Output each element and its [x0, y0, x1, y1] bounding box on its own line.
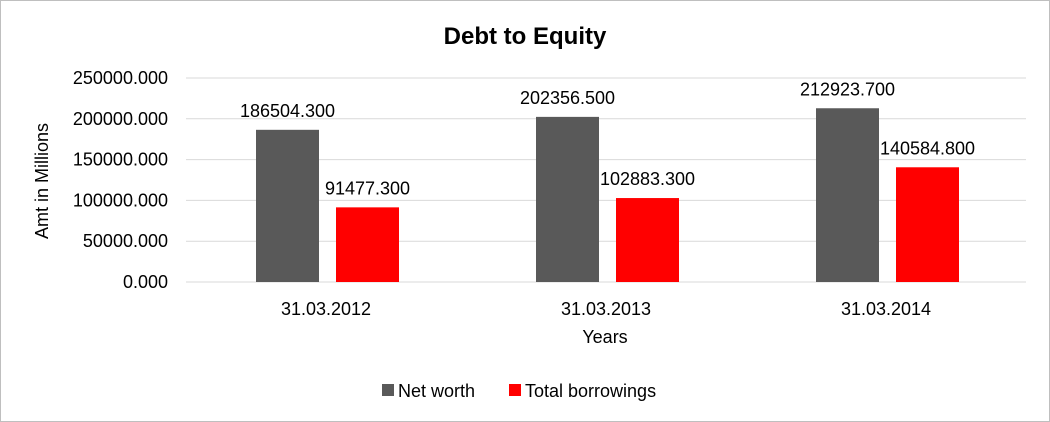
bar-net-worth: [256, 129, 319, 282]
chart-title: Debt to Equity: [444, 23, 607, 50]
data-label: 202356.500: [520, 88, 615, 108]
data-label: 140584.800: [880, 138, 975, 158]
bar-net-worth: [536, 116, 599, 282]
y-tick-label: 100000.000: [73, 190, 168, 210]
x-axis-label: Years: [582, 327, 627, 347]
bar-total-borrowings: [336, 207, 399, 282]
data-label: 91477.300: [325, 178, 410, 198]
legend-swatch: [382, 384, 394, 396]
x-tick-label: 31.03.2013: [561, 299, 651, 319]
y-tick-label: 250000.000: [73, 68, 168, 88]
legend-label: Total borrowings: [525, 381, 656, 401]
data-labels: 186504.300 91477.300 202356.500 102883.300 2…: [240, 79, 975, 198]
legend-label: Net worth: [398, 381, 475, 401]
y-axis-ticks: 0.000 50000.000 100000.000 150000.000 200000…: [73, 68, 168, 292]
data-label: 186504.300: [240, 101, 335, 121]
legend-swatch: [509, 384, 521, 396]
bar-net-worth: [816, 108, 879, 282]
y-tick-label: 200000.000: [73, 109, 168, 129]
y-tick-label: 0.000: [123, 272, 168, 292]
bar-total-borrowings: [896, 167, 959, 282]
data-label: 212923.700: [800, 79, 895, 99]
bars: [256, 108, 959, 282]
x-axis-ticks: 31.03.2012 31.03.2013 31.03.2014: [281, 299, 931, 319]
legend: Net worth Total borrowings: [382, 381, 656, 401]
x-tick-label: 31.03.2014: [841, 299, 931, 319]
x-tick-label: 31.03.2012: [281, 299, 371, 319]
bar-total-borrowings: [616, 198, 679, 282]
data-label: 102883.300: [600, 169, 695, 189]
gridlines: [186, 77, 1026, 283]
y-tick-label: 50000.000: [83, 231, 168, 251]
y-tick-label: 150000.000: [73, 150, 168, 170]
y-axis-label: Amt in Millions: [32, 123, 52, 239]
